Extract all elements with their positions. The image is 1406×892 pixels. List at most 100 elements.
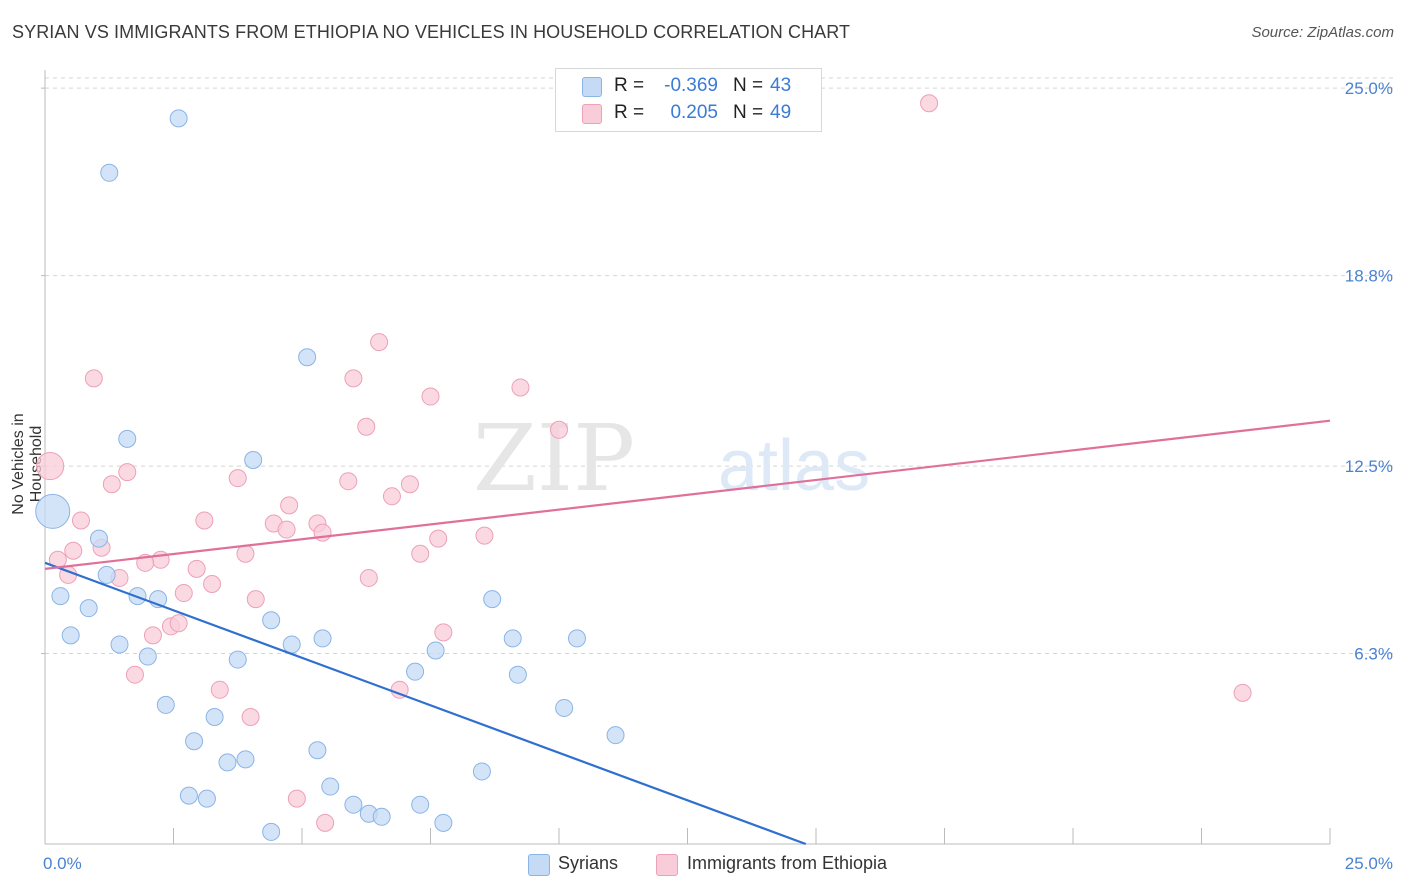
y-tick-label: 25.0%	[1345, 79, 1393, 98]
syrians-point	[508, 665, 527, 684]
watermark: ZIP atlas	[473, 405, 870, 512]
syrians-point	[110, 635, 129, 654]
r-value: -0.369	[664, 75, 718, 96]
syrians-point	[61, 626, 80, 645]
ethiopia-point	[411, 544, 430, 563]
syrians-points	[35, 109, 625, 841]
syrians-legend-swatch	[528, 854, 550, 876]
ethiopia-point	[550, 420, 568, 439]
syrians-point	[228, 650, 247, 669]
syrians-point	[503, 629, 522, 648]
syrians-point	[434, 813, 453, 832]
syrians-point	[197, 789, 216, 808]
ethiopia-point	[382, 487, 401, 506]
syrians-point	[185, 732, 204, 751]
r-label: R =	[614, 102, 645, 123]
chart-title: SYRIAN VS IMMIGRANTS FROM ETHIOPIA NO VE…	[12, 22, 851, 42]
tick-labels: 6.3% 12.5% 18.8% 25.0% 0.0% 25.0%	[43, 79, 1393, 873]
syrians-point	[169, 109, 188, 128]
syrians-point	[344, 795, 363, 814]
syrians-point	[308, 741, 327, 760]
ethiopia-point	[316, 813, 335, 832]
syrians-legend-label: Syrians	[558, 853, 619, 873]
syrians-point	[138, 647, 157, 666]
ethiopia-point	[277, 520, 296, 539]
y-tick-label: 6.3%	[1354, 645, 1393, 664]
syrians-point	[156, 695, 175, 714]
syrians-point	[606, 726, 625, 745]
ethiopia-swatch	[582, 104, 602, 124]
ethiopia-point	[143, 626, 162, 645]
syrians-point	[567, 629, 586, 648]
stats-row-syrians: R = -0.369 N = 43	[556, 73, 821, 101]
ethiopia-legend-swatch	[656, 854, 678, 876]
stats-row-ethiopia: R = 0.205 N = 49	[556, 100, 821, 128]
ethiopia-point	[920, 94, 939, 113]
syrians-point	[244, 451, 263, 470]
ethiopia-points	[36, 94, 1252, 832]
syrians-point	[262, 822, 281, 841]
syrians-point	[313, 629, 332, 648]
ethiopia-point	[370, 333, 389, 352]
syrians-point	[411, 795, 430, 814]
syrians-point	[262, 611, 281, 630]
ethiopia-point	[344, 369, 363, 388]
n-value: 49	[770, 102, 792, 123]
y-tick-label: 18.8%	[1345, 267, 1393, 286]
ethiopia-point	[511, 378, 530, 397]
ethiopia-point	[400, 475, 419, 494]
ethiopia-point	[64, 541, 83, 560]
syrians-point	[97, 565, 116, 584]
syrians-point	[298, 348, 317, 367]
r-value: 0.205	[670, 102, 718, 123]
syrians-point	[236, 750, 255, 769]
axes	[41, 70, 1331, 845]
syrians-point	[89, 529, 108, 548]
syrians-point	[472, 762, 491, 781]
ethiopia-point	[169, 614, 188, 633]
ethiopia-point	[228, 469, 247, 488]
syrians-point	[179, 786, 198, 805]
syrians-point	[372, 807, 391, 826]
watermark-zip: ZIP	[473, 405, 635, 512]
ethiopia-point	[339, 472, 358, 491]
syrians-point	[406, 662, 425, 681]
ethiopia-point	[357, 417, 376, 436]
ethiopia-point	[236, 544, 255, 563]
ethiopia-point	[421, 387, 440, 406]
ethiopia-point	[241, 708, 260, 727]
grid-lines	[45, 77, 1395, 655]
syrians-point	[426, 641, 445, 660]
trend-lines	[44, 419, 1331, 846]
ethiopia-point	[434, 623, 453, 642]
syrians-point	[100, 163, 119, 182]
syrians-point	[35, 493, 71, 529]
ethiopia-point	[102, 475, 121, 494]
r-label: R =	[614, 75, 645, 96]
syrians-trend-line	[44, 561, 807, 846]
ethiopia-point	[36, 451, 65, 481]
ethiopia-legend-label: Immigrants from Ethiopia	[687, 853, 888, 873]
n-value: 43	[770, 75, 792, 96]
ethiopia-point	[475, 526, 494, 545]
syrians-point	[483, 590, 502, 609]
x-tick-label-max: 25.0%	[1345, 854, 1393, 873]
ethiopia-point	[187, 559, 206, 578]
syrians-point	[555, 698, 574, 717]
ethiopia-point	[203, 574, 222, 593]
syrians-point	[51, 587, 70, 606]
x-tick-label-min: 0.0%	[43, 854, 82, 873]
watermark-atlas: atlas	[718, 426, 870, 506]
ethiopia-point	[174, 584, 193, 603]
ethiopia-point	[287, 789, 306, 808]
n-label: N =	[733, 75, 764, 96]
y-tick-label: 12.5%	[1345, 457, 1393, 476]
ethiopia-point	[359, 568, 378, 587]
source-label[interactable]: Source: ZipAtlas.com	[1251, 24, 1394, 41]
ethiopia-point	[118, 463, 137, 482]
syrians-point	[282, 635, 301, 654]
ethiopia-point	[1233, 683, 1252, 702]
ethiopia-point	[71, 511, 90, 530]
syrians-point	[321, 777, 340, 796]
syrians-swatch	[582, 77, 602, 97]
